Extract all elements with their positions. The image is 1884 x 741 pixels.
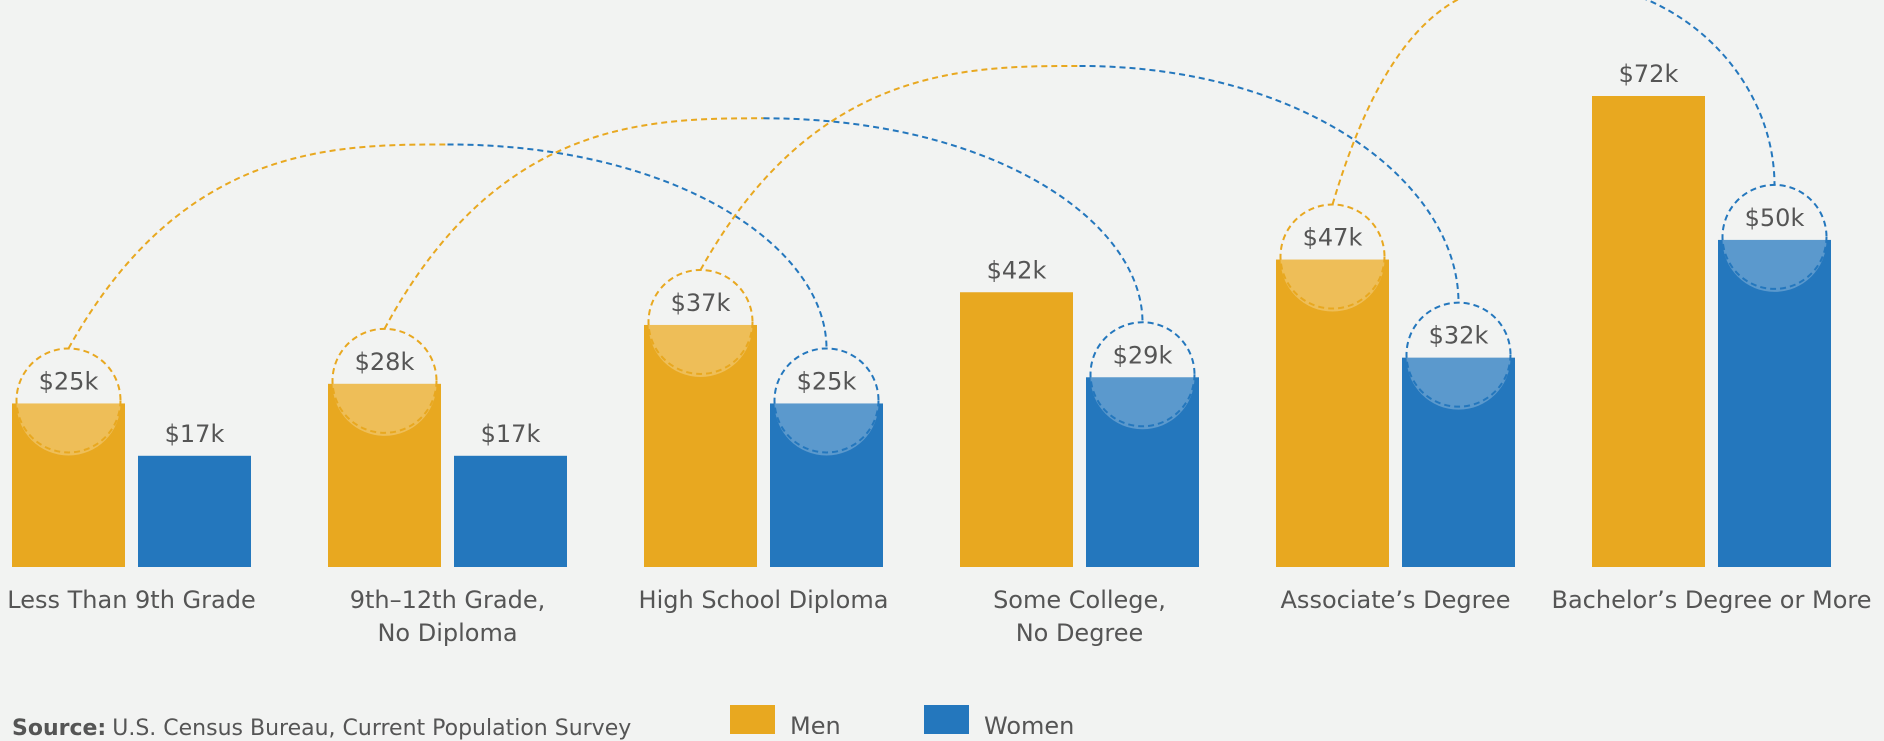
- highlight-circle: [773, 347, 880, 454]
- bar: [12, 403, 125, 567]
- arc-men: [699, 64, 1080, 271]
- legend-label: Women: [984, 712, 1074, 734]
- value-label: $50k: [1745, 204, 1805, 232]
- value-label: $17k: [165, 420, 225, 448]
- value-label: $28k: [355, 348, 415, 376]
- legend-swatch: [730, 705, 775, 734]
- arc-women: [447, 143, 828, 349]
- bar: [328, 383, 441, 567]
- x-tick-label: High School Diploma: [638, 586, 889, 614]
- arc-men: [1331, 0, 1460, 205]
- highlight-circle: [1089, 321, 1196, 428]
- x-tick-label: Bachelor’s Degree or More: [1551, 586, 1872, 614]
- bar: [1402, 357, 1515, 567]
- source-label: Source:: [12, 716, 107, 741]
- legend-label: Men: [790, 712, 841, 734]
- bar: [960, 292, 1073, 567]
- highlight-fill: [1406, 357, 1511, 410]
- highlight-fill: [1280, 259, 1385, 312]
- x-tick-label: Some College, No Degree: [993, 586, 1166, 647]
- bar: [644, 324, 757, 567]
- value-label: $32k: [1429, 322, 1489, 350]
- bar: [1276, 259, 1389, 567]
- x-tick-label: 9th–12th Grade, No Diploma: [349, 586, 546, 647]
- legend-swatch: [924, 705, 969, 734]
- value-label: $72k: [1619, 60, 1679, 88]
- arc-women: [763, 117, 1144, 323]
- value-label: $29k: [1113, 341, 1173, 369]
- arc-men: [67, 143, 448, 349]
- highlight-fill: [1090, 377, 1195, 430]
- value-label: $42k: [987, 256, 1047, 284]
- highlight-fill: [648, 324, 753, 377]
- bar: [1592, 96, 1705, 567]
- value-label: $37k: [671, 289, 731, 317]
- value-label: $25k: [797, 367, 857, 395]
- arc-women: [1644, 0, 1776, 185]
- highlight-fill: [1722, 239, 1827, 292]
- highlight-fill: [774, 403, 879, 456]
- highlight-fill: [16, 403, 121, 456]
- x-tick-label: Less Than 9th Grade: [7, 586, 256, 614]
- bar: [138, 455, 251, 567]
- x-tick-label: Associate’s Degree: [1280, 586, 1511, 614]
- bar: [454, 455, 567, 567]
- bar: [1718, 239, 1831, 567]
- highlight-circle: [1405, 301, 1512, 408]
- bar: [770, 403, 883, 567]
- value-label: $25k: [39, 367, 99, 395]
- value-label: $47k: [1303, 224, 1363, 252]
- highlight-fill: [332, 383, 437, 436]
- source: Source: U.S. Census Bureau, Current Popul…: [12, 716, 631, 741]
- arc-men: [383, 117, 764, 330]
- arc-women: [1079, 64, 1460, 303]
- source-text: U.S. Census Bureau, Current Population S…: [112, 716, 632, 741]
- value-label: $17k: [481, 420, 541, 448]
